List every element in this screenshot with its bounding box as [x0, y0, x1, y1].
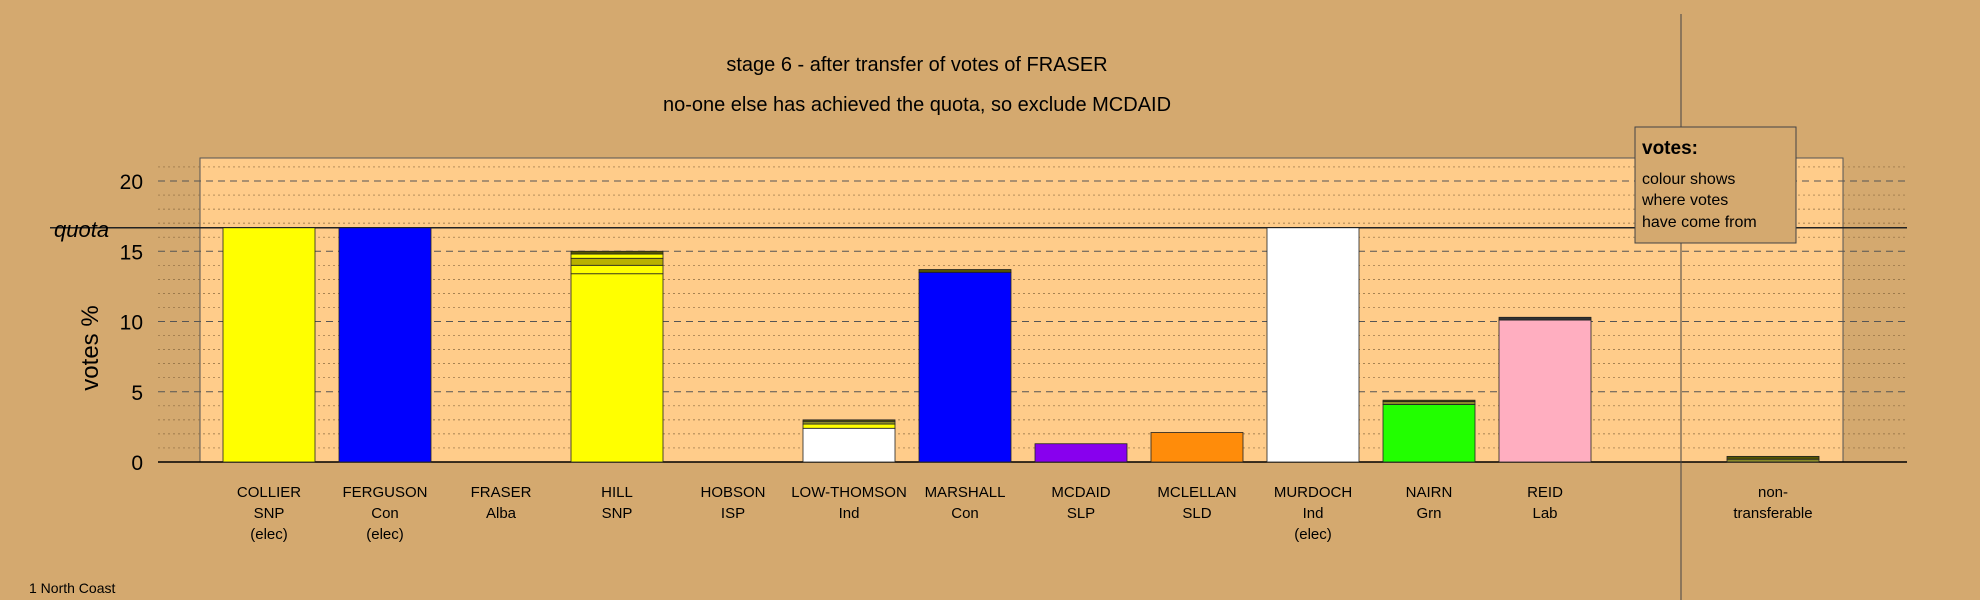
- bar-segment: [1382, 399, 1476, 402]
- candidate-party-label: Grn: [1416, 505, 1441, 522]
- quota-label: quota: [54, 217, 109, 242]
- nontransferable-label: transferable: [1733, 505, 1812, 522]
- candidate-bar: [222, 227, 316, 463]
- legend-line: where votes: [1641, 192, 1728, 209]
- bar-segment: [1150, 432, 1244, 463]
- bar-segment: [1382, 401, 1476, 405]
- bar-segment: [1266, 227, 1360, 463]
- bar-segment: [570, 273, 664, 463]
- candidate-name-label: FRASER: [471, 484, 532, 501]
- candidate-bar: [1266, 227, 1360, 463]
- candidate-name-label: HOBSON: [700, 484, 765, 501]
- bar-segment: [802, 419, 896, 422]
- candidate-name-label: REID: [1527, 484, 1563, 501]
- y-tick-label: 0: [131, 452, 143, 475]
- bar-segment: [918, 271, 1012, 463]
- candidate-party-label: Con: [951, 505, 979, 522]
- bar-segment: [1726, 455, 1820, 460]
- candidate-status-label: (elec): [250, 526, 288, 543]
- y-tick-label: 10: [120, 312, 143, 335]
- candidate-party-label: Alba: [486, 505, 517, 522]
- bar-segment: [338, 227, 432, 463]
- bar-segment: [802, 420, 896, 425]
- candidate-bar: [918, 269, 1012, 463]
- candidate-name-label: MURDOCH: [1274, 484, 1352, 501]
- y-tick-label: 5: [131, 382, 143, 405]
- candidate-status-label: (elec): [366, 526, 404, 543]
- legend-title: votes:: [1642, 138, 1698, 159]
- legend-line: have come from: [1642, 214, 1757, 231]
- candidate-bar: [570, 250, 664, 463]
- bar-segment: [1726, 458, 1820, 463]
- footnote: 1 North Coast: [29, 580, 115, 596]
- candidate-name-label: FERGUSON: [342, 484, 427, 501]
- candidate-party-label: SLD: [1182, 505, 1211, 522]
- candidate-bar: [802, 419, 896, 463]
- nontransferable-label: non-: [1758, 484, 1788, 501]
- bar-segment: [570, 264, 664, 275]
- candidate-party-label: Ind: [839, 505, 860, 522]
- candidate-name-label: HILL: [601, 484, 633, 501]
- bar-segment: [1382, 403, 1476, 463]
- bar-segment: [1034, 443, 1128, 463]
- candidate-status-label: (elec): [1294, 526, 1332, 543]
- candidate-name-label: MARSHALL: [925, 484, 1006, 501]
- candidate-bar: [1498, 316, 1592, 463]
- candidate-bar: [338, 227, 432, 463]
- y-tick-label: 15: [120, 241, 143, 264]
- candidate-bar: [1150, 432, 1244, 463]
- chart-subtitle: no-one else has achieved the quota, so e…: [663, 94, 1171, 116]
- candidate-party-label: Lab: [1532, 505, 1557, 522]
- bar-segment: [570, 253, 664, 259]
- candidate-party-label: SNP: [602, 505, 633, 522]
- plot-panel: [199, 157, 1844, 463]
- nontransferable-bar: [1726, 455, 1820, 463]
- bar-segment: [802, 423, 896, 429]
- chart-title: stage 6 - after transfer of votes of FRA…: [726, 54, 1107, 76]
- plot-area: 0 5 10 15 20 COLLIER SNP (elec) FERGUSON Con (elec…: [50, 14, 1907, 600]
- legend-line: colour shows: [1642, 171, 1735, 188]
- candidate-bar: [1034, 443, 1128, 463]
- legend-box: [1634, 126, 1797, 244]
- bar-segment: [1498, 319, 1592, 463]
- candidate-party-label: Con: [371, 505, 399, 522]
- candidate-bar: [1382, 399, 1476, 463]
- candidate-party-label: SLP: [1067, 505, 1095, 522]
- bar-segment: [222, 227, 316, 463]
- bar-segment: [570, 257, 664, 266]
- candidate-party-label: SNP: [254, 505, 285, 522]
- bar-segment: [570, 250, 664, 255]
- y-axis-label: votes %: [77, 305, 104, 390]
- y-tick-label: 20: [120, 171, 143, 194]
- candidate-name-label: MCDAID: [1051, 484, 1110, 501]
- bar-segment: [918, 269, 1012, 273]
- bar-segment: [1498, 316, 1592, 321]
- candidate-party-label: ISP: [721, 505, 745, 522]
- candidate-name-label: MCLELLAN: [1157, 484, 1236, 501]
- candidate-party-label: Ind: [1303, 505, 1324, 522]
- candidate-name-label: NAIRN: [1406, 484, 1453, 501]
- candidate-name-label: LOW-THOMSON: [791, 484, 907, 501]
- legend: votes: colour shows where votes have com…: [1634, 126, 1797, 244]
- candidate-name-label: COLLIER: [237, 484, 301, 501]
- bar-segment: [802, 427, 896, 463]
